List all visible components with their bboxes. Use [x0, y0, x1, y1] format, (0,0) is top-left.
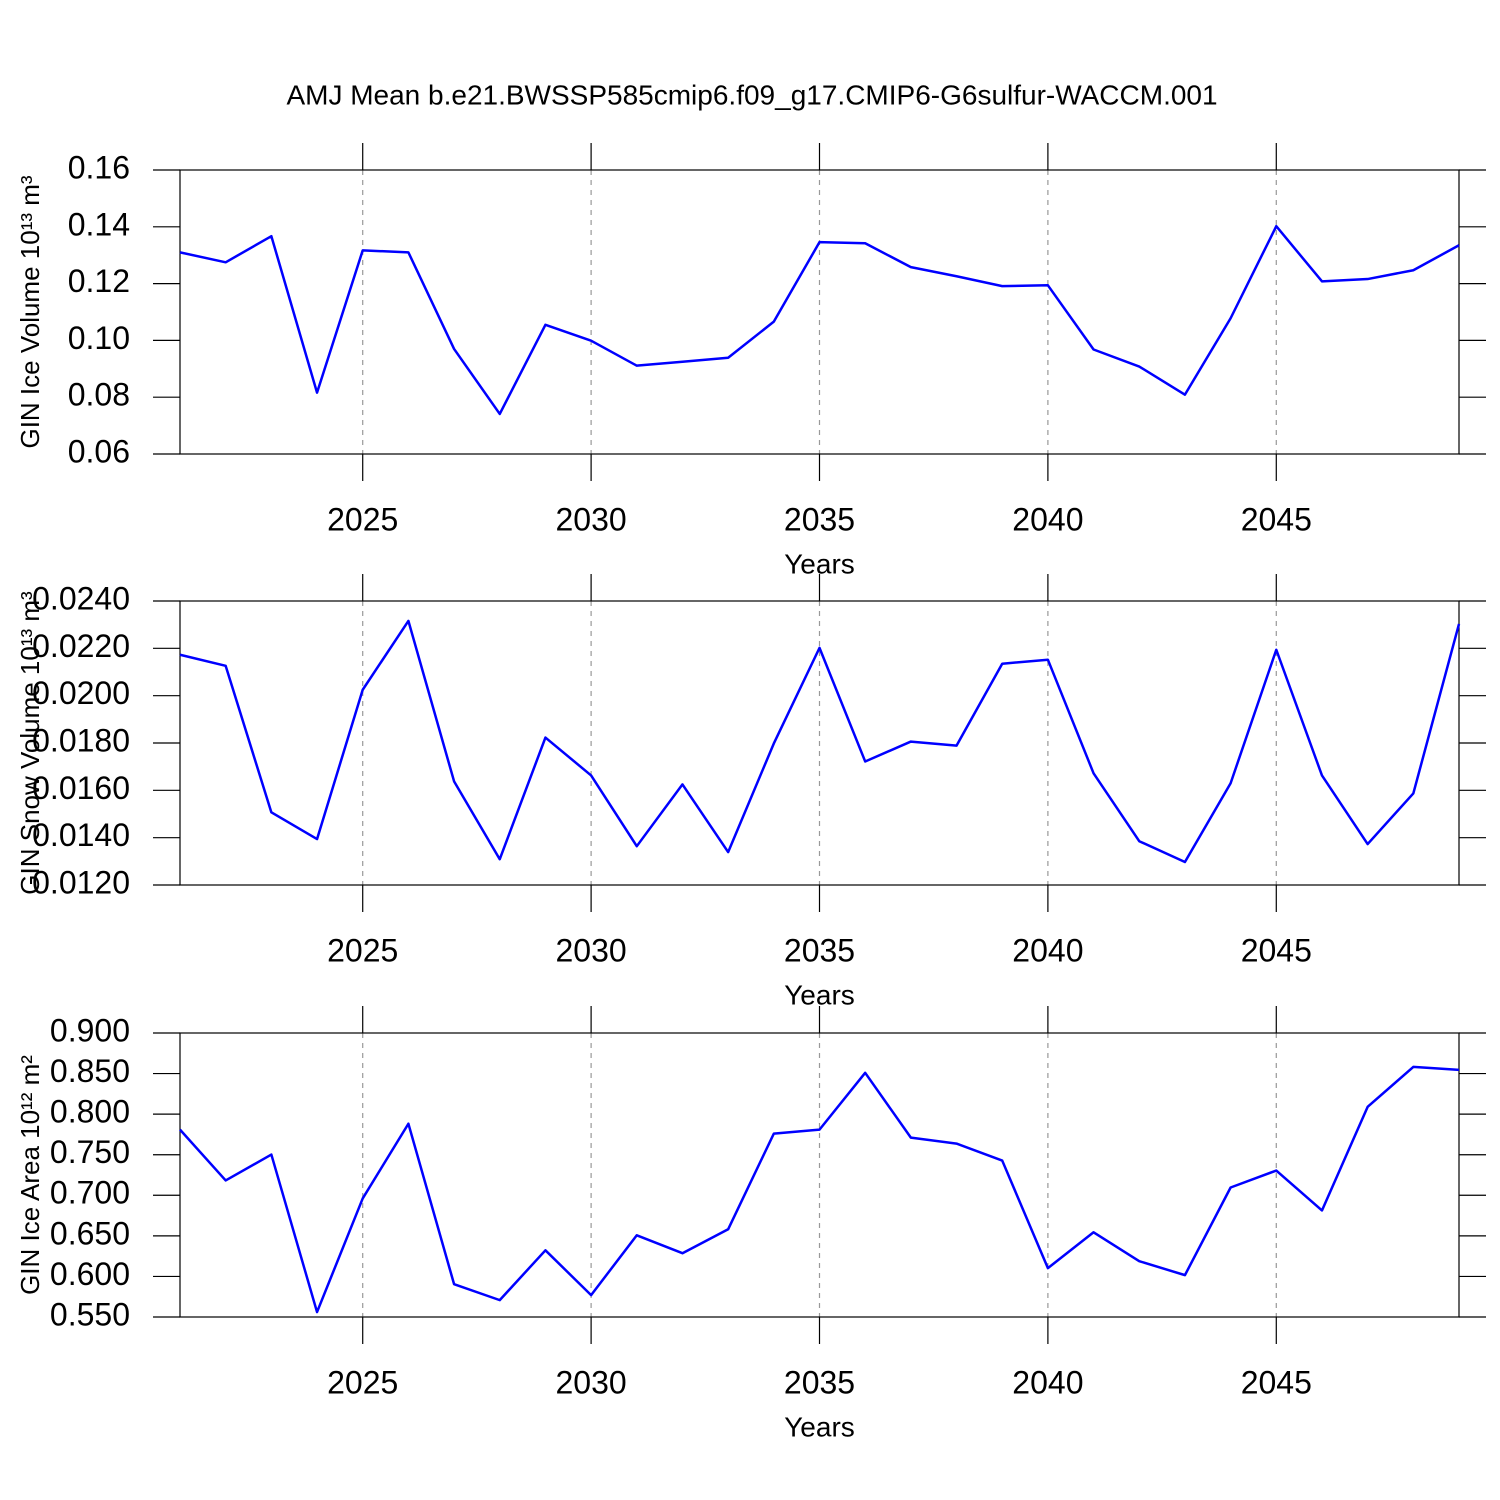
y-tick-label: 0.06	[68, 433, 130, 469]
x-tick-label: 2045	[1241, 501, 1312, 537]
x-tick-label: 2035	[784, 1364, 855, 1400]
y-tick-label: 0.700	[50, 1175, 130, 1211]
plot-frame	[179, 600, 1460, 886]
y-tick-label: 0.0180	[32, 722, 130, 758]
y-tick-label: 0.850	[50, 1053, 130, 1089]
x-tick-label: 2045	[1241, 1364, 1312, 1400]
x-tick-label: 2030	[556, 1364, 627, 1400]
x-tick-label: 2030	[556, 501, 627, 537]
y-tick-label: 0.550	[50, 1296, 130, 1332]
y-tick-label: 0.750	[50, 1134, 130, 1170]
y-tick-label: 0.650	[50, 1215, 130, 1251]
x-tick-label: 2040	[1012, 1364, 1083, 1400]
y-tick-label: 0.900	[50, 1012, 130, 1048]
y-tick-label: 0.0160	[32, 770, 130, 806]
x-tick-label: 2025	[327, 501, 398, 537]
y-tick-label: 0.0240	[32, 580, 130, 616]
x-tick-label: 2025	[327, 932, 398, 968]
y-tick-label: 0.800	[50, 1094, 130, 1130]
y-axis-label: GIN Ice Area 10¹² m²	[15, 1055, 45, 1295]
y-tick-label: 0.14	[68, 206, 130, 242]
y-tick-label: 0.0140	[32, 817, 130, 853]
plot-frame	[179, 169, 1460, 455]
y-tick-label: 0.0120	[32, 864, 130, 900]
data-line	[179, 1065, 1460, 1314]
y-tick-label: 0.10	[68, 320, 130, 356]
x-tick-label: 2025	[327, 1364, 398, 1400]
y-tick-label: 0.16	[68, 149, 130, 185]
y-tick-label: 0.0220	[32, 628, 130, 664]
x-tick-label: 2040	[1012, 501, 1083, 537]
y-tick-label: 0.600	[50, 1256, 130, 1292]
y-tick-label: 0.12	[68, 263, 130, 299]
figure-title: AMJ Mean b.e21.BWSSP585cmip6.f09_g17.CMI…	[286, 79, 1217, 110]
x-tick-label: 2035	[784, 932, 855, 968]
x-tick-label: 2030	[556, 932, 627, 968]
y-axis-label: GIN Snow Volume 10¹³ m³	[15, 591, 45, 895]
data-line	[179, 224, 1460, 416]
y-tick-label: 0.0200	[32, 675, 130, 711]
plot-frame	[179, 1032, 1460, 1318]
x-tick-label: 2045	[1241, 932, 1312, 968]
x-axis-label: Years	[784, 1411, 855, 1442]
y-tick-label: 0.08	[68, 377, 130, 413]
x-axis-label: Years	[784, 979, 855, 1010]
y-axis-label: GIN Ice Volume 10¹³ m³	[15, 175, 45, 448]
x-tick-label: 2040	[1012, 932, 1083, 968]
data-line	[179, 619, 1461, 864]
x-tick-label: 2035	[784, 501, 855, 537]
